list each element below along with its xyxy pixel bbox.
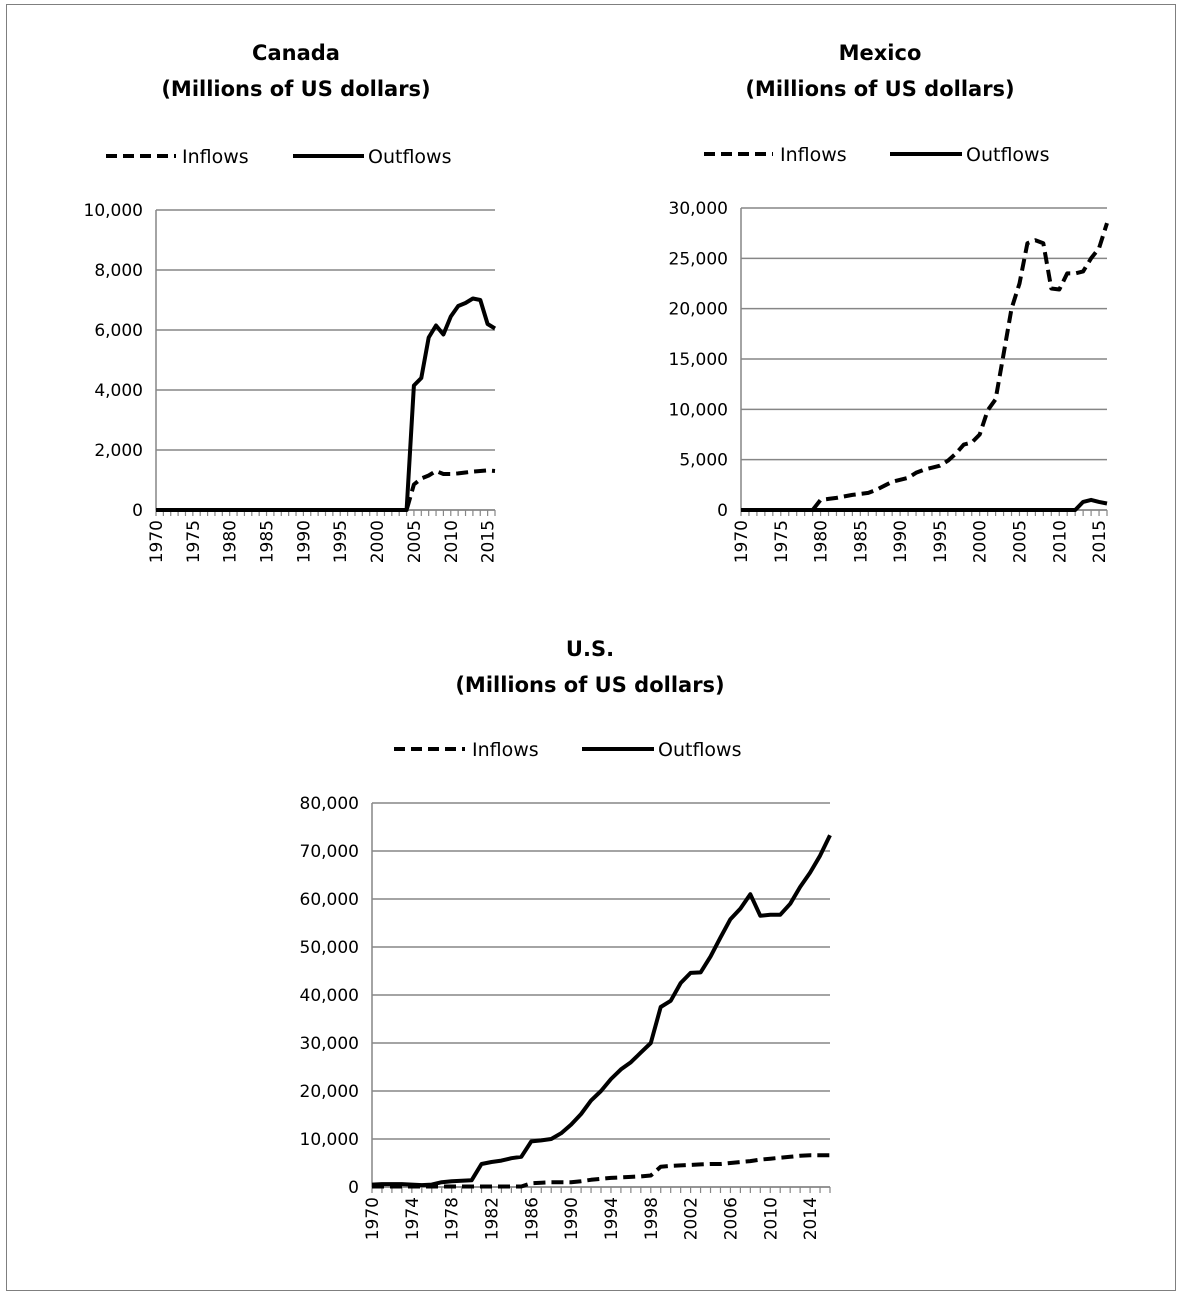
x-tick-label: 1990 xyxy=(562,1197,582,1240)
y-tick-label: 15,000 xyxy=(669,350,728,370)
x-tick-label: 2010 xyxy=(442,520,462,563)
y-tick-label: 25,000 xyxy=(669,249,728,269)
x-tick-label: 2006 xyxy=(721,1197,741,1240)
x-tick-label: 1990 xyxy=(891,520,911,563)
x-tick-label: 1985 xyxy=(851,520,871,563)
y-tick-label: 50,000 xyxy=(300,938,359,958)
x-tick-label: 1990 xyxy=(294,520,314,563)
y-tick-label: 10,000 xyxy=(84,201,143,221)
x-tick-label: 2015 xyxy=(479,520,499,563)
legend: Inflows Outflows xyxy=(106,146,451,168)
chart-subtitle: (Millions of US dollars) xyxy=(161,77,430,101)
y-tick-label: 30,000 xyxy=(300,1034,359,1054)
x-tick-label: 2005 xyxy=(1010,520,1030,563)
y-tick-label: 40,000 xyxy=(300,986,359,1006)
series-line-inflows xyxy=(372,1153,830,1189)
legend-label-inflows: Inflows xyxy=(780,144,847,166)
y-tick-label: 10,000 xyxy=(300,1130,359,1150)
y-tick-label: 8,000 xyxy=(94,261,143,281)
y-tick-label: 0 xyxy=(348,1178,359,1198)
x-tick-label: 1974 xyxy=(403,1197,423,1240)
y-tick-label: 0 xyxy=(717,501,728,521)
chart-mexico: Mexico (Millions of US dollars) Inflows … xyxy=(669,41,1111,563)
series-line-outflows xyxy=(371,834,832,1188)
y-tick-label: 80,000 xyxy=(300,794,359,814)
x-tick-label: 2000 xyxy=(368,520,388,563)
x-tick-label: 2002 xyxy=(682,1197,702,1240)
y-tick-label: 0 xyxy=(132,501,143,521)
y-tick-label: 2,000 xyxy=(94,441,143,461)
x-tick-label: 1998 xyxy=(642,1197,662,1240)
x-tick-label: 1982 xyxy=(482,1197,502,1240)
x-tick-label: 2000 xyxy=(971,520,991,563)
chart-title: U.S. xyxy=(566,637,614,661)
legend-label-inflows: Inflows xyxy=(472,739,539,761)
series-line-inflows xyxy=(741,222,1109,512)
x-tick-label: 2005 xyxy=(405,520,425,563)
x-tick-label: 2015 xyxy=(1090,520,1110,563)
x-tick-label: 1985 xyxy=(258,520,278,563)
y-tick-label: 10,000 xyxy=(669,400,728,420)
y-tick-label: 60,000 xyxy=(300,890,359,910)
legend-label-outflows: Outflows xyxy=(966,144,1049,166)
chart-subtitle: (Millions of US dollars) xyxy=(745,77,1014,101)
legend: Inflows Outflows xyxy=(394,739,741,761)
series-line-outflows xyxy=(156,296,497,512)
x-tick-label: 2014 xyxy=(801,1197,821,1240)
x-tick-label: 1980 xyxy=(221,520,241,563)
y-tick-label: 4,000 xyxy=(94,381,143,401)
chart-us: U.S. (Millions of US dollars) Inflows Ou… xyxy=(300,637,832,1240)
y-tick-label: 6,000 xyxy=(94,321,143,341)
x-tick-label: 1995 xyxy=(331,520,351,563)
x-tick-label: 1980 xyxy=(812,520,832,563)
x-tick-label: 1975 xyxy=(184,520,204,563)
chart-title: Mexico xyxy=(839,41,922,65)
x-tick-label: 1995 xyxy=(931,520,951,563)
y-tick-label: 70,000 xyxy=(300,842,359,862)
legend: Inflows Outflows xyxy=(704,144,1049,166)
y-tick-label: 20,000 xyxy=(669,300,728,320)
x-tick-label: 1994 xyxy=(602,1197,622,1240)
y-tick-label: 5,000 xyxy=(679,451,728,471)
x-tick-label: 1975 xyxy=(772,520,792,563)
x-tick-label: 1970 xyxy=(363,1197,383,1240)
figure-frame xyxy=(6,4,1176,1291)
chart-title: Canada xyxy=(252,41,340,65)
x-tick-label: 1970 xyxy=(147,520,167,563)
x-tick-label: 2010 xyxy=(1050,520,1070,563)
x-tick-label: 1986 xyxy=(522,1197,542,1240)
series-line-outflows xyxy=(741,497,1108,512)
x-tick-label: 1970 xyxy=(732,520,752,563)
legend-label-inflows: Inflows xyxy=(182,146,249,168)
y-tick-label: 30,000 xyxy=(669,199,728,219)
legend-label-outflows: Outflows xyxy=(658,739,741,761)
y-tick-label: 20,000 xyxy=(300,1082,359,1102)
legend-label-outflows: Outflows xyxy=(368,146,451,168)
chart-subtitle: (Millions of US dollars) xyxy=(455,673,724,697)
series-line-inflows xyxy=(156,468,496,512)
chart-canada: Canada (Millions of US dollars) Inflows … xyxy=(84,41,499,563)
x-tick-label: 2010 xyxy=(761,1197,781,1240)
x-tick-label: 1978 xyxy=(443,1197,463,1240)
